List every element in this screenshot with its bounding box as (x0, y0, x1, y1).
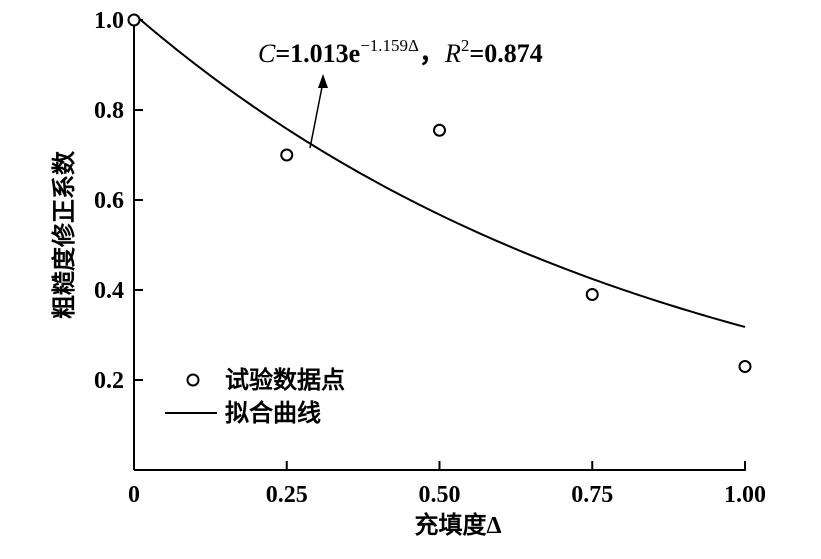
data-point (280, 148, 294, 162)
data-point (433, 123, 446, 137)
legend-marker-data-points (186, 373, 200, 387)
x-tick-label: 0 (128, 482, 140, 508)
fit-equation: C=1.013e−1.159Δ，R2=0.874 (258, 36, 543, 68)
annotation-arrow-line (309, 81, 324, 149)
eq-r-superscript: 2 (461, 36, 470, 55)
y-tick-label: 0.8 (94, 98, 124, 124)
legend: 试验数据点 拟合曲线 (165, 366, 345, 427)
fit-curve-line (133, 13, 746, 328)
legend-label-data-points: 试验数据点 (225, 366, 345, 394)
data-point (127, 13, 141, 27)
data-point (585, 288, 599, 301)
x-tick-label: 0.25 (266, 482, 308, 508)
y-tick-label: 0.6 (94, 188, 124, 214)
eq-symbol-c: C (258, 39, 276, 68)
legend-label-fit-curve: 拟合曲线 (225, 399, 321, 427)
y-axis-title: 粗糙度修正系数 (50, 150, 78, 319)
y-tick-label: 1.0 (94, 8, 124, 34)
y-tick-label: 0.4 (94, 278, 124, 304)
y-tick-label: 0.2 (94, 368, 124, 394)
x-ticks: 0 0.25 0.50 0.75 1.00 (128, 461, 766, 508)
eq-separator: ， (419, 39, 445, 68)
annotation-arrowhead (318, 74, 328, 88)
x-axis-title: 充填度Δ (414, 511, 501, 539)
x-tick-label: 0.75 (571, 482, 613, 508)
eq-r2-value: =0.874 (469, 39, 542, 68)
data-points (127, 13, 752, 373)
y-ticks: 0.2 0.4 0.6 0.8 1.0 (94, 8, 143, 394)
x-tick-label: 1.00 (724, 482, 766, 508)
eq-symbol-r: R (444, 39, 461, 68)
eq-main: =1.013e (275, 39, 360, 68)
data-point (738, 360, 752, 373)
eq-exponent: −1.159Δ (360, 36, 419, 55)
x-tick-label: 0.50 (419, 482, 461, 508)
